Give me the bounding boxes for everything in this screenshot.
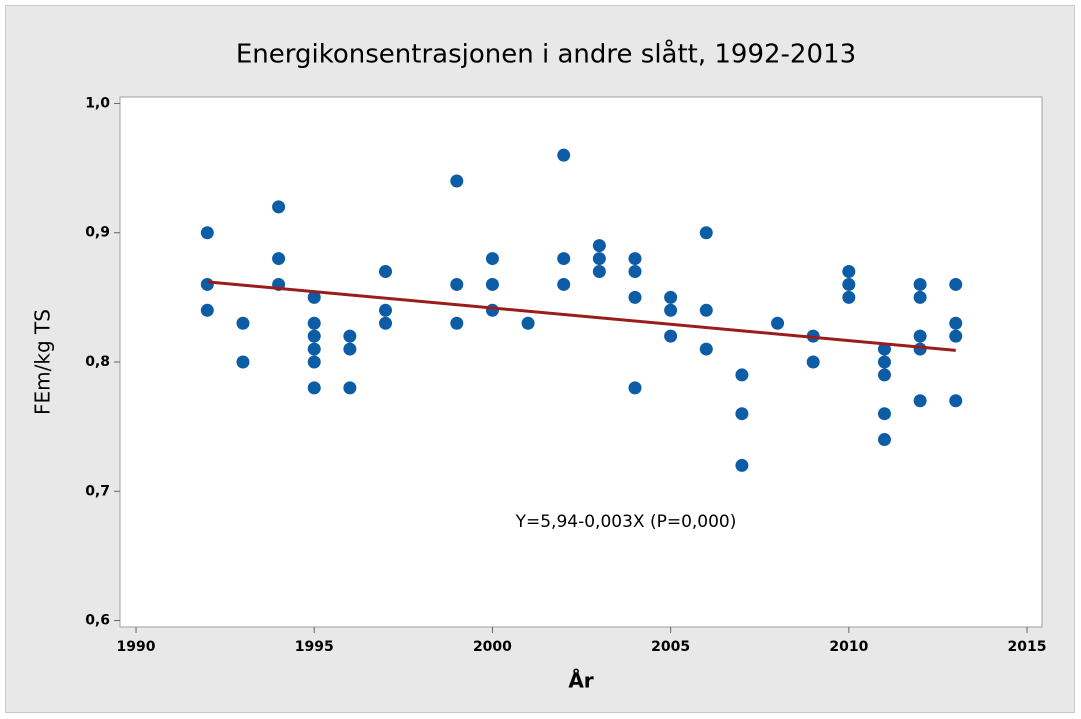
point <box>949 316 963 330</box>
y-tick-label: 0,9 <box>85 225 110 241</box>
point <box>307 342 321 356</box>
point <box>913 329 927 343</box>
point <box>735 368 749 382</box>
y-axis-label: FEm/kg TS <box>31 309 55 415</box>
point <box>272 252 286 266</box>
point <box>735 458 749 472</box>
point <box>877 433 891 447</box>
point <box>521 316 535 330</box>
point <box>628 290 642 304</box>
point <box>379 265 393 279</box>
point <box>200 277 214 291</box>
point <box>343 381 357 395</box>
plot-area <box>119 96 1043 628</box>
point <box>450 316 464 330</box>
point <box>842 265 856 279</box>
point <box>664 329 678 343</box>
x-axis-label: År <box>568 669 593 693</box>
point <box>379 303 393 317</box>
point <box>664 303 678 317</box>
point <box>592 239 606 253</box>
point <box>307 329 321 343</box>
point <box>236 316 250 330</box>
point <box>877 342 891 356</box>
y-tick-label: 1,0 <box>85 95 110 111</box>
point <box>877 407 891 421</box>
point <box>557 277 571 291</box>
point <box>307 316 321 330</box>
x-tick-label: 1990 <box>117 639 156 655</box>
point <box>949 329 963 343</box>
point <box>842 290 856 304</box>
point <box>307 355 321 369</box>
annotation: Y=5,94-0,003X (P=0,000) <box>515 512 737 532</box>
point <box>450 277 464 291</box>
point <box>628 265 642 279</box>
point <box>450 174 464 188</box>
point <box>592 252 606 266</box>
point <box>949 394 963 408</box>
point <box>485 303 499 317</box>
point <box>485 277 499 291</box>
point <box>735 407 749 421</box>
point <box>200 226 214 240</box>
point <box>557 148 571 162</box>
point <box>307 290 321 304</box>
point <box>913 394 927 408</box>
point <box>557 252 571 266</box>
point <box>913 290 927 304</box>
point <box>877 368 891 382</box>
point <box>343 342 357 356</box>
fit-line <box>207 280 956 352</box>
x-tick-label: 2005 <box>651 639 690 655</box>
point <box>949 277 963 291</box>
point <box>806 355 820 369</box>
x-tick-label: 2010 <box>829 639 868 655</box>
point <box>699 342 713 356</box>
point <box>877 355 891 369</box>
point <box>272 200 286 214</box>
point <box>699 303 713 317</box>
point <box>236 355 250 369</box>
y-tick-label: 0,6 <box>85 613 110 629</box>
point <box>485 252 499 266</box>
point <box>379 316 393 330</box>
point <box>699 226 713 240</box>
point <box>628 252 642 266</box>
point <box>628 381 642 395</box>
x-tick-label: 2015 <box>1008 639 1047 655</box>
y-tick-label: 0,8 <box>85 354 110 370</box>
point <box>307 381 321 395</box>
x-tick-label: 2000 <box>473 639 512 655</box>
point <box>913 342 927 356</box>
x-tick-label: 1995 <box>295 639 334 655</box>
point <box>771 316 785 330</box>
point <box>913 277 927 291</box>
chart-title: Energikonsentrasjonen i andre slått, 199… <box>236 39 856 70</box>
y-tick-label: 0,7 <box>85 483 110 499</box>
point <box>343 329 357 343</box>
point <box>200 303 214 317</box>
point <box>842 277 856 291</box>
point <box>592 265 606 279</box>
point <box>664 290 678 304</box>
